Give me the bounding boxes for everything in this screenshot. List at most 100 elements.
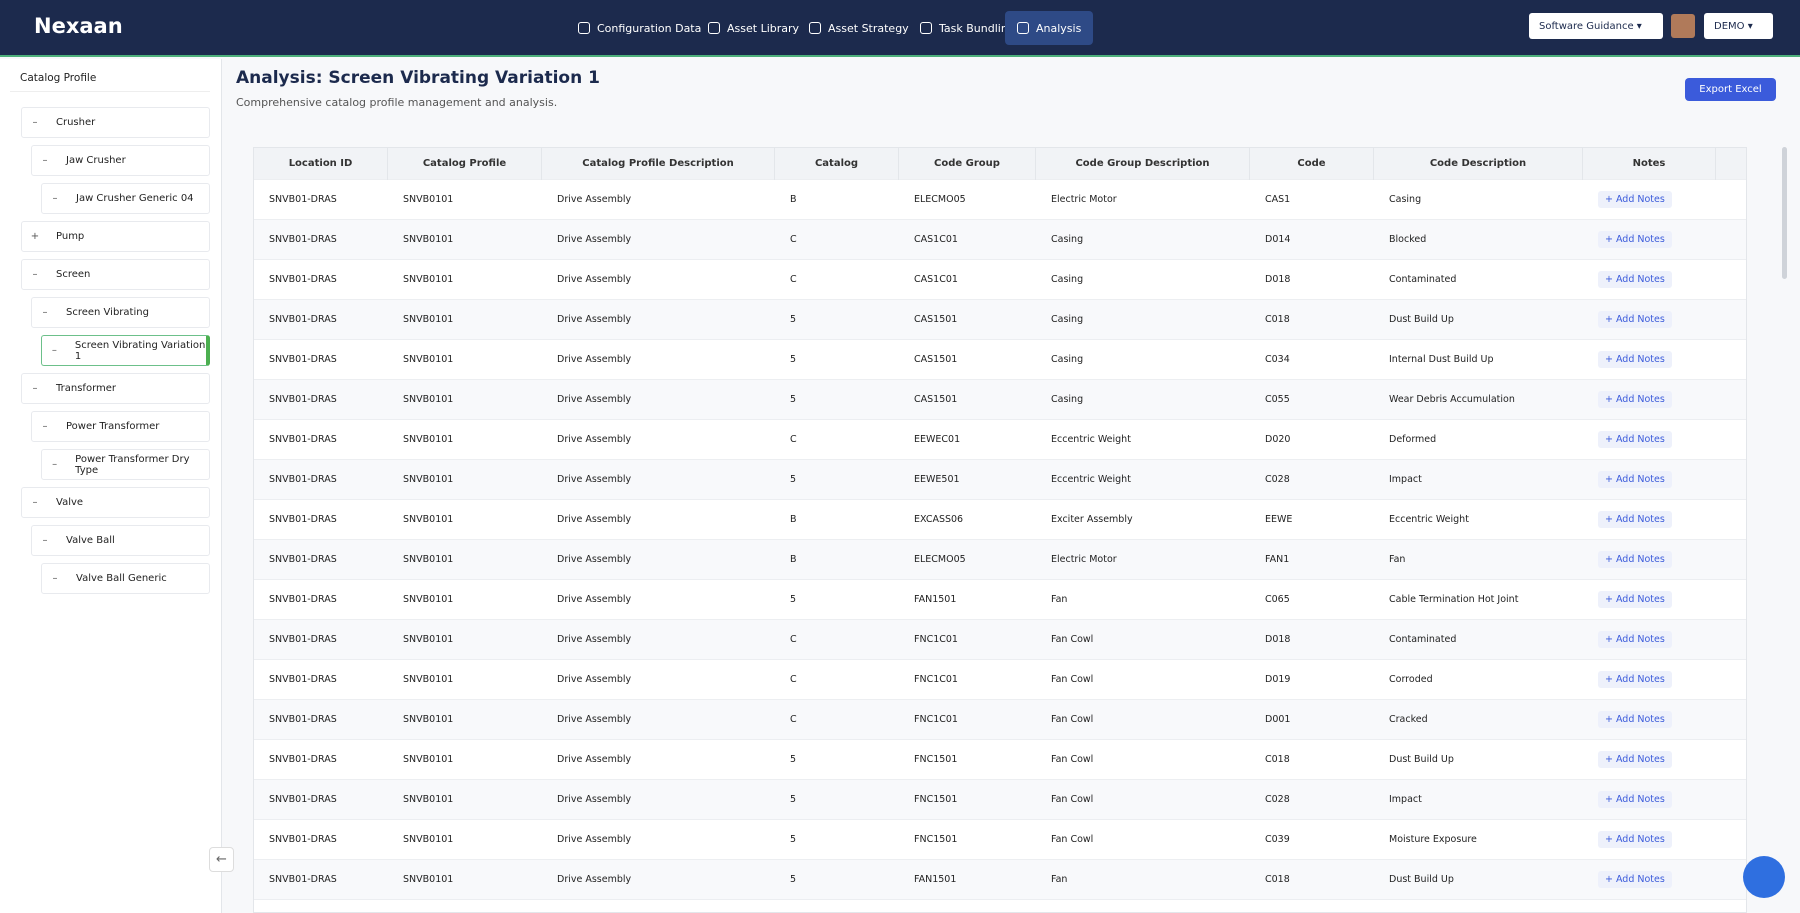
collapse-button[interactable]: ←	[209, 847, 234, 872]
add-notes-button[interactable]: + Add Notes	[1598, 751, 1672, 768]
tree-node[interactable]: – Valve Ball Generic	[41, 563, 210, 594]
table-cell: SNVB0101	[403, 754, 454, 765]
tree-toggle[interactable]: –	[32, 269, 38, 280]
add-notes-button[interactable]: + Add Notes	[1598, 391, 1672, 408]
tree-toggle[interactable]: –	[32, 383, 38, 394]
add-notes-button[interactable]: + Add Notes	[1598, 311, 1672, 328]
export-button[interactable]: Export Excel	[1685, 78, 1776, 101]
column-header[interactable]: Location ID	[254, 148, 388, 180]
table-cell: Casing	[1051, 354, 1084, 365]
table-cell: CAS1C01	[914, 274, 958, 285]
add-notes-button[interactable]: + Add Notes	[1598, 351, 1672, 368]
add-notes-button[interactable]: + Add Notes	[1598, 431, 1672, 448]
tree-node[interactable]: + Pump	[21, 221, 210, 252]
add-notes-button[interactable]: + Add Notes	[1598, 711, 1672, 728]
tree-node[interactable]: – Screen Vibrating Variation 1	[41, 335, 210, 366]
user-button[interactable]: DEMO ▾	[1704, 13, 1773, 39]
tree-node[interactable]: – Jaw Crusher Generic 04	[41, 183, 210, 214]
column-header[interactable]: Code	[1250, 148, 1374, 180]
notes-cell: + Add Notes	[1583, 791, 1716, 808]
column-header[interactable]: Catalog Profile Description	[542, 148, 775, 180]
table-cell: FNC1C01	[914, 634, 958, 645]
table-cell: C	[790, 674, 797, 685]
table-cell: Eccentric Weight	[1051, 474, 1131, 485]
tree-toggle[interactable]: –	[52, 573, 58, 584]
add-notes-button[interactable]: + Add Notes	[1598, 551, 1672, 568]
tree-label: Jaw Crusher Generic 04	[76, 193, 194, 204]
add-notes-button[interactable]: + Add Notes	[1598, 671, 1672, 688]
add-notes-button[interactable]: + Add Notes	[1598, 871, 1672, 888]
add-notes-button[interactable]: + Add Notes	[1598, 631, 1672, 648]
tree-toggle[interactable]: +	[30, 231, 40, 242]
column-header[interactable]: Notes	[1583, 148, 1716, 180]
tree-node[interactable]: – Power Transformer	[31, 411, 210, 442]
column-title: Catalog Profile	[422, 158, 507, 169]
table-cell: Exciter Assembly	[1051, 514, 1133, 525]
tree-toggle[interactable]: –	[42, 535, 48, 546]
table-cell: Moisture Exposure	[1389, 834, 1477, 845]
add-notes-button[interactable]: + Add Notes	[1598, 271, 1672, 288]
sidebar-search[interactable]: Catalog Profile	[10, 66, 210, 92]
table-cell: C	[790, 234, 797, 245]
tree-node[interactable]: – Crusher	[21, 107, 210, 138]
tree-node[interactable]: – Screen Vibrating	[31, 297, 210, 328]
table-row: SNVB01-DRAS SNVB0101 Drive Assembly C FNC1C0…	[254, 700, 1746, 740]
table-cell: EEWEC01	[914, 434, 961, 445]
add-notes-button[interactable]: + Add Notes	[1598, 191, 1672, 208]
nav-item[interactable]: Task Bundling	[908, 11, 1027, 45]
table-cell: Fan	[1051, 874, 1068, 885]
add-notes-button[interactable]: + Add Notes	[1598, 471, 1672, 488]
table-cell: D018	[1265, 634, 1291, 645]
tree-node[interactable]: – Jaw Crusher	[31, 145, 210, 176]
nav-item[interactable]: Configuration Data	[566, 11, 713, 45]
table-cell: SNVB01-DRAS	[269, 514, 337, 525]
tree-toggle[interactable]: –	[42, 155, 48, 166]
nav-item[interactable]: Asset Strategy	[797, 11, 921, 45]
notes-cell: + Add Notes	[1583, 471, 1716, 488]
table-cell: 5	[790, 874, 797, 885]
column-header[interactable]: Code Description	[1374, 148, 1583, 180]
tree-toggle[interactable]: –	[32, 117, 38, 128]
tree-node[interactable]: – Valve Ball	[31, 525, 210, 556]
add-notes-button[interactable]: + Add Notes	[1598, 231, 1672, 248]
tree-toggle[interactable]: –	[32, 497, 38, 508]
settings-icon[interactable]	[1716, 148, 1746, 180]
table-cell: C018	[1265, 314, 1290, 325]
add-notes-button[interactable]: + Add Notes	[1598, 511, 1672, 528]
add-notes-button[interactable]: + Add Notes	[1598, 591, 1672, 608]
add-notes-button[interactable]: + Add Notes	[1598, 791, 1672, 808]
tree-label: Power Transformer	[66, 421, 160, 432]
nav-item[interactable]: Analysis	[1005, 11, 1094, 45]
nav-item[interactable]: Asset Library	[696, 11, 811, 45]
tree-toggle[interactable]: –	[51, 345, 57, 356]
table-cell: Drive Assembly	[557, 434, 632, 445]
table-row: SNVB01-DRAS SNVB0101 Drive Assembly 5 FNC150…	[254, 780, 1746, 820]
tree-node[interactable]: – Valve	[21, 487, 210, 518]
logo[interactable]: Nexaan	[34, 14, 123, 38]
tree-node[interactable]: – Power Transformer Dry Type	[41, 449, 210, 480]
notes-cell: + Add Notes	[1583, 431, 1716, 448]
tree-toggle[interactable]: –	[52, 193, 58, 204]
add-notes-button[interactable]: + Add Notes	[1598, 831, 1672, 848]
nav-icon	[1017, 22, 1029, 34]
guidance-button[interactable]: Software Guidance ▾	[1529, 13, 1663, 39]
column-header[interactable]: Catalog	[775, 148, 899, 180]
column-header[interactable]: Code Group	[899, 148, 1036, 180]
tree-toggle[interactable]: –	[42, 307, 48, 318]
tree-toggle[interactable]: –	[42, 421, 48, 432]
table-cell: EEWE501	[914, 474, 960, 485]
scrollbar[interactable]	[1782, 147, 1787, 279]
tree-node[interactable]: – Transformer	[21, 373, 210, 404]
tree-toggle[interactable]: –	[52, 459, 58, 470]
column-header[interactable]: Catalog Profile	[388, 148, 542, 180]
chat-button[interactable]	[1743, 856, 1785, 898]
table-cell: Dust Build Up	[1389, 874, 1454, 885]
table-cell: C065	[1265, 594, 1290, 605]
table-cell: Impact	[1389, 474, 1422, 485]
table-cell: Drive Assembly	[557, 794, 632, 805]
table-row: SNVB01-DRAS SNVB0101 Drive Assembly C CAS1C0…	[254, 220, 1746, 260]
table-cell: Drive Assembly	[557, 754, 632, 765]
tree-node[interactable]: – Screen	[21, 259, 210, 290]
column-header[interactable]: Code Group Description	[1036, 148, 1250, 180]
avatar[interactable]	[1671, 14, 1695, 38]
